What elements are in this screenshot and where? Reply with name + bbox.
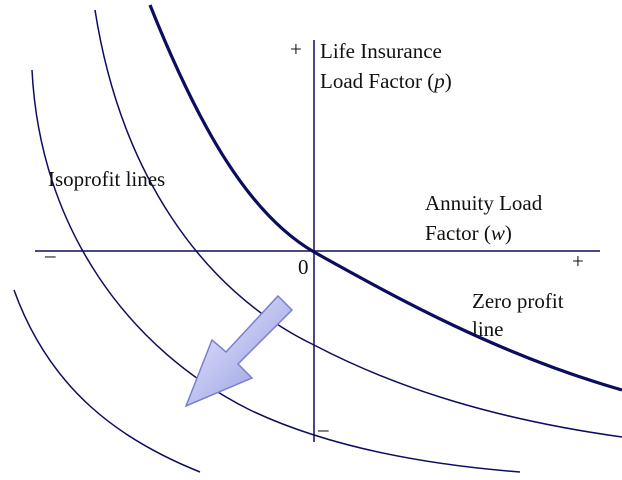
isoprofit-curve <box>31 69 521 473</box>
isoprofit-curve <box>94 9 622 438</box>
x-plus: + <box>572 249 584 273</box>
x-axis-label: Factor (w) <box>425 221 512 245</box>
y-axis-label: Load Factor (p) <box>320 69 452 93</box>
y-plus: + <box>290 37 302 61</box>
zero-profit-label: Zero profit <box>472 289 564 313</box>
y-axis-label: Life Insurance <box>320 39 442 63</box>
y-minus: – <box>317 417 329 441</box>
x-axis-label: Annuity Load <box>425 191 543 215</box>
origin: 0 <box>298 255 309 279</box>
isoprofit-curve <box>13 289 201 473</box>
isoprofit-label: Isoprofit lines <box>48 167 165 191</box>
direction-arrow <box>184 294 294 408</box>
zero-profit-curve <box>148 4 622 392</box>
x-minus: – <box>44 243 56 267</box>
zero-profit-label: line <box>472 317 504 341</box>
